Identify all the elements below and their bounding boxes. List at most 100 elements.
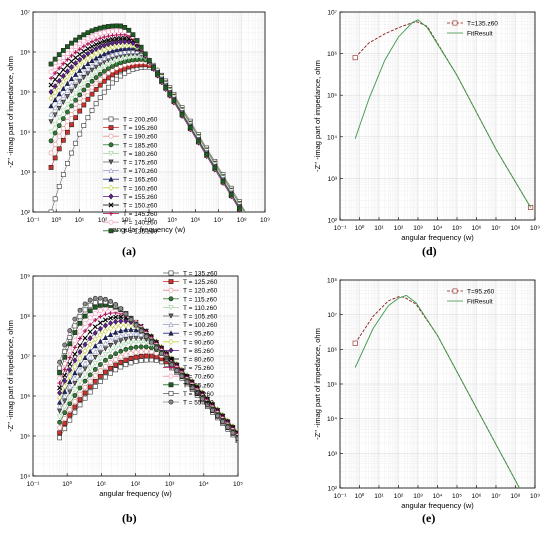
data-point [102, 322, 108, 329]
data-point [93, 101, 99, 107]
data-point [138, 344, 144, 350]
data-point [143, 357, 149, 363]
data-point [48, 76, 54, 81]
data-point [93, 45, 99, 53]
data-point [73, 65, 79, 72]
x-tick-label: 10⁹ [530, 225, 540, 232]
legend-entry: T = 160.z60 [103, 184, 158, 192]
data-point [110, 80, 115, 86]
data-point [97, 374, 103, 379]
data-point [73, 44, 79, 50]
data-point [143, 353, 149, 359]
data-point [97, 95, 103, 101]
legend-label: T = 195.z60 [123, 125, 158, 132]
legend-marker [168, 270, 174, 276]
data-point [82, 395, 88, 401]
data-point [77, 79, 83, 85]
panel-label-d: (d) [422, 244, 437, 258]
data-point [118, 28, 124, 34]
legend-label: T = 200.z60 [123, 117, 158, 124]
data-point [69, 112, 74, 117]
data-point [62, 383, 68, 390]
data-point [85, 55, 91, 62]
data-point [69, 103, 74, 109]
data-point [60, 108, 66, 114]
data-point [254, 229, 258, 233]
data-point [118, 338, 124, 344]
data-point [77, 391, 83, 397]
legend-entry: T = 95.z60 [163, 330, 214, 338]
data-point [126, 45, 132, 51]
data-point [126, 48, 132, 54]
legend-label: T = 75.z60 [183, 365, 214, 372]
data-point [69, 40, 74, 46]
data-point [220, 419, 226, 424]
legend: T=95.z60 FitResult [447, 289, 495, 306]
legend-label: T = 175.z60 [123, 160, 158, 167]
data-point [114, 28, 119, 34]
data-point [92, 311, 98, 316]
legend-label: T = 185.z60 [123, 142, 158, 149]
data-point [138, 44, 144, 50]
x-axis-label: angular frequency (w) [113, 225, 186, 234]
data-point [118, 364, 124, 370]
data-point [97, 331, 103, 338]
data-point [56, 52, 62, 58]
data-point [210, 407, 215, 413]
y-tick-label: 10⁹ [20, 274, 30, 281]
data-point [107, 331, 114, 337]
data-point [98, 314, 103, 319]
data-point [85, 115, 91, 121]
data-point [113, 329, 119, 335]
data-point [89, 43, 95, 49]
data-point [62, 377, 68, 384]
data-point [118, 32, 123, 37]
data-point [77, 320, 83, 326]
panel-label-a: (a) [122, 244, 136, 258]
x-tick-label: 10³ [413, 225, 423, 232]
data-point [52, 96, 58, 103]
data-point [82, 328, 88, 334]
data-point [105, 41, 111, 48]
data-point [52, 89, 58, 96]
legend-entry: T = 155.z60 [103, 193, 158, 201]
data-point [113, 345, 119, 351]
y-tick-label: 10⁵ [327, 382, 337, 389]
data-point [73, 115, 79, 121]
data-point [77, 397, 83, 403]
data-point [122, 42, 128, 49]
data-point [97, 76, 103, 82]
data-point [62, 410, 68, 416]
legend-entry: FitResult [447, 31, 493, 38]
legend-marker [108, 211, 114, 216]
data-point [97, 344, 103, 350]
data-point [57, 365, 62, 371]
data-point [93, 80, 99, 86]
data-point [52, 64, 58, 70]
data-point [92, 361, 98, 367]
legend-entry: T=95.z60 [447, 289, 495, 296]
data-point [73, 105, 79, 111]
data-point [77, 47, 82, 52]
data-point [220, 178, 226, 184]
data-point [92, 295, 98, 301]
legend-entry: T = 80.z60 [163, 357, 214, 364]
data-point [114, 36, 120, 42]
data-point [89, 84, 95, 90]
data-point [97, 67, 103, 73]
data-point [82, 384, 88, 390]
data-point [56, 115, 62, 121]
data-point [98, 36, 103, 41]
data-point [57, 399, 63, 405]
data-point [87, 341, 93, 348]
data-point [174, 368, 180, 373]
legend-marker [108, 142, 114, 148]
data-point [108, 365, 113, 371]
data-point [236, 205, 242, 211]
data-point [123, 357, 129, 363]
data-point [77, 373, 83, 379]
data-point [123, 327, 129, 333]
data-point [57, 66, 62, 71]
data-point [254, 233, 258, 237]
legend-marker [108, 159, 114, 165]
